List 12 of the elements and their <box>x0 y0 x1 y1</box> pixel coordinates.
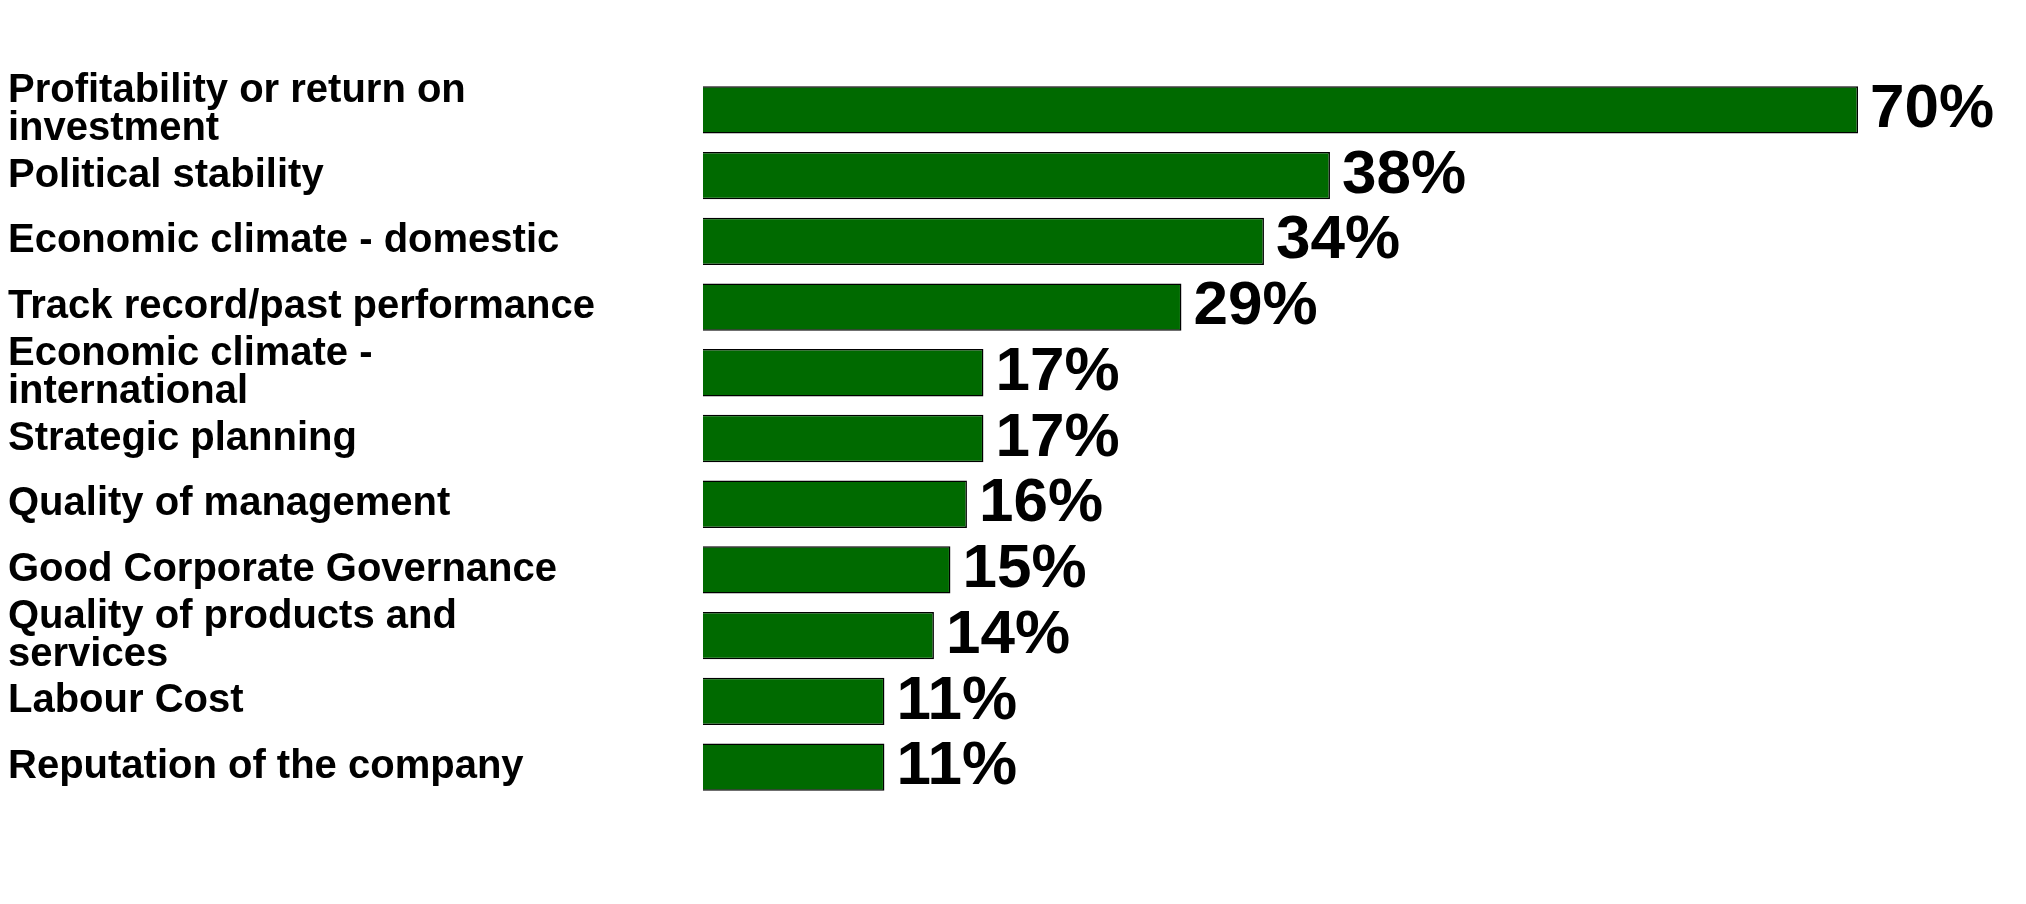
y-tick-label: Labour Cost <box>8 676 244 721</box>
y-tick-label: Political stability <box>8 150 325 195</box>
y-tick-label: Reputation of the company <box>8 742 525 787</box>
data-label: 70% <box>1870 70 1995 140</box>
y-tick-label: Quality of products and services <box>8 591 457 674</box>
y-tick-label: Track record/past performance <box>8 282 595 327</box>
y-tick-label: Quality of management <box>8 479 451 524</box>
y-tick-label: Strategic planning <box>8 413 357 458</box>
y-tick-label: Economic climate - domestic <box>8 216 560 261</box>
y-tick-label: Profitability or return on investment <box>8 65 466 148</box>
y-tick-label: Good Corporate Governance <box>8 544 557 589</box>
y-tick-label: Economic climate - international <box>8 328 373 411</box>
